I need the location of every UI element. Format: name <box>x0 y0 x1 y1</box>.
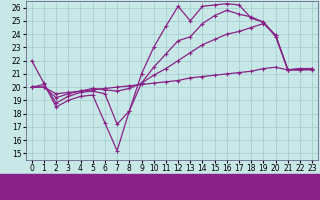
X-axis label: Windchill (Refroidissement éolien,°C): Windchill (Refroidissement éolien,°C) <box>83 175 261 184</box>
